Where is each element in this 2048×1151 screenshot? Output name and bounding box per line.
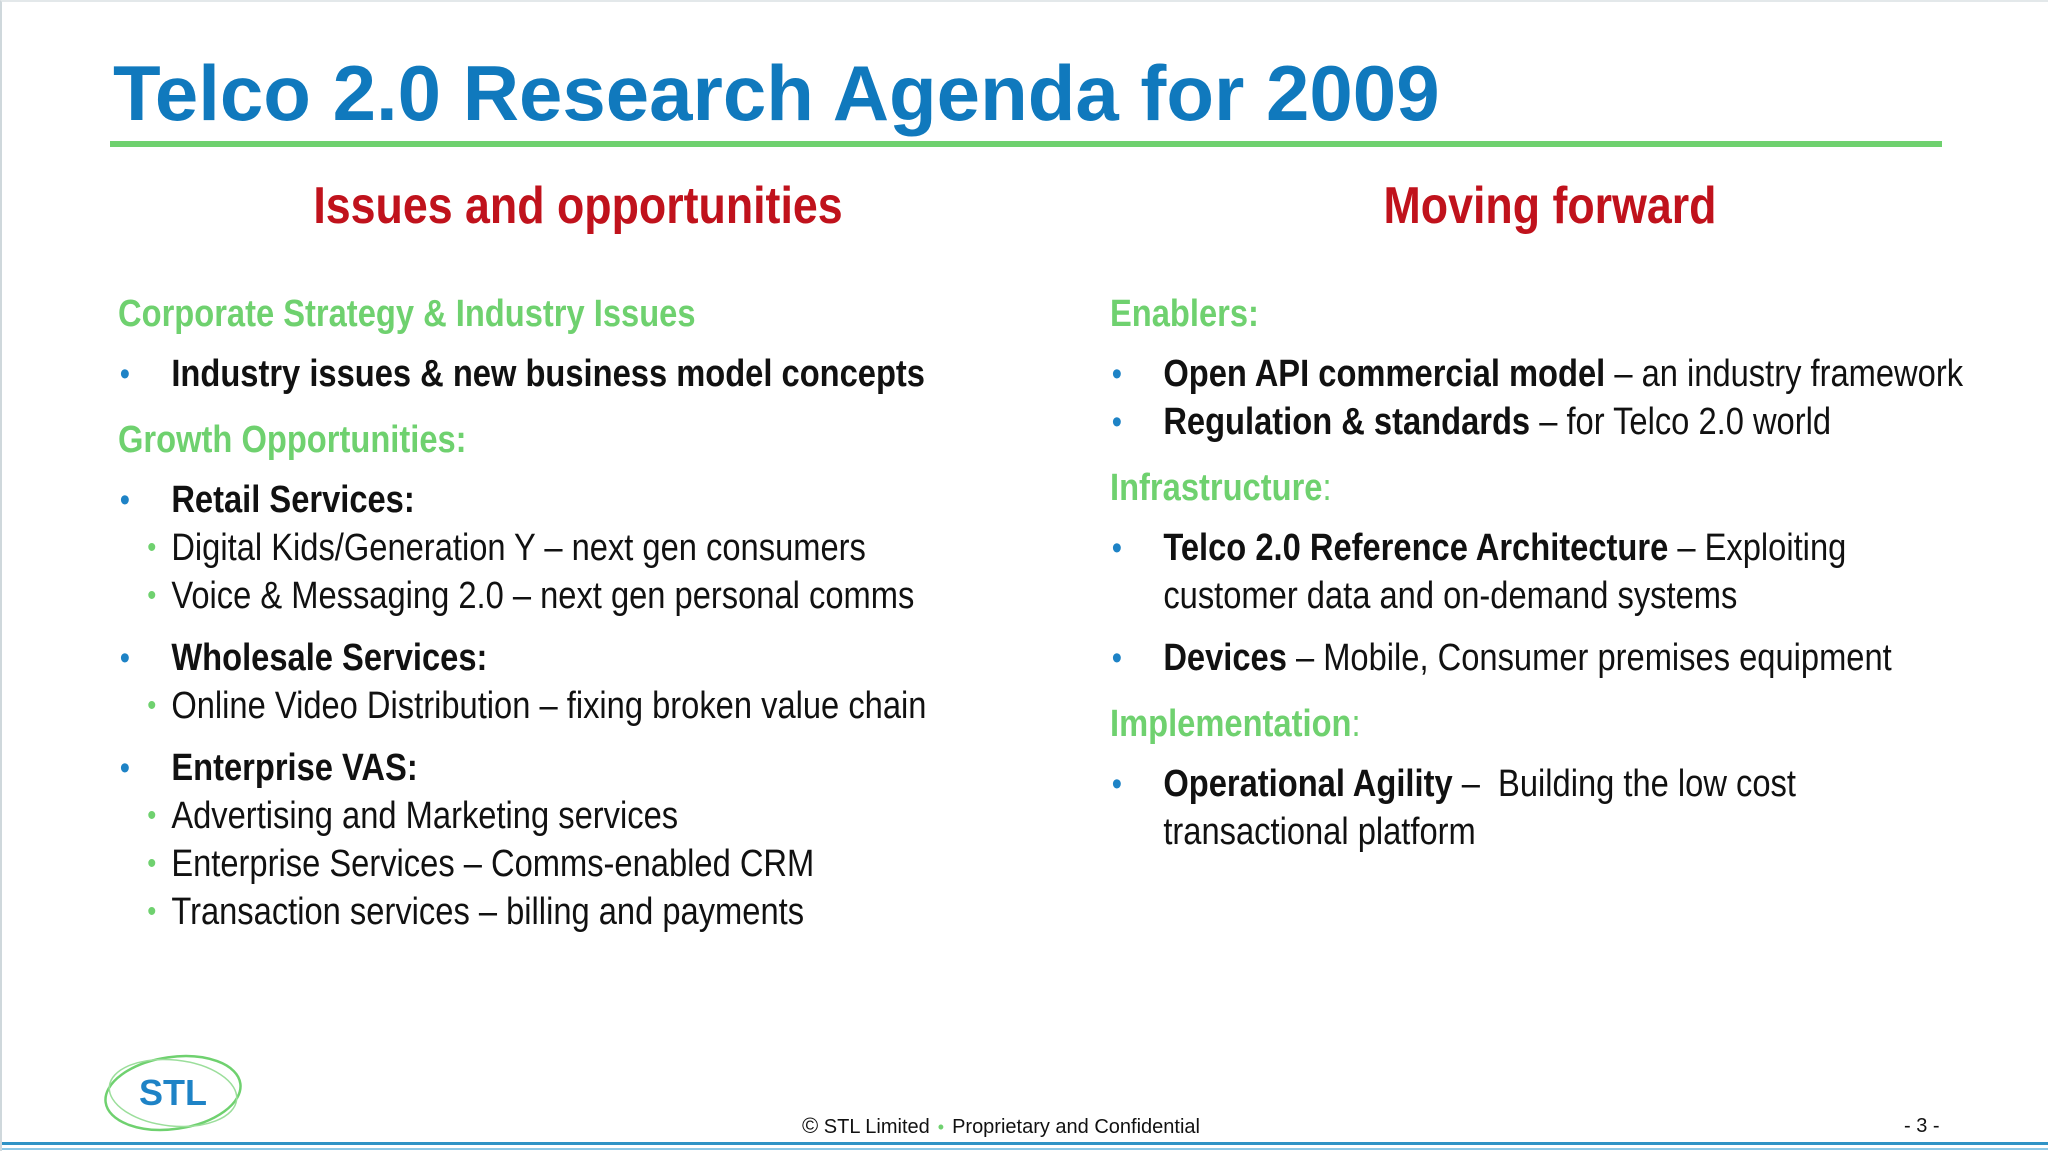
item-title: Regulation & standards [1163,401,1531,443]
stl-logo: STL [104,1054,242,1132]
sub-list-item: • Voice & Messaging 2.0 – next gen perso… [118,572,1076,620]
sub-item-text: Transaction services – billing and payme… [171,891,805,933]
sub-item-text: Voice & Messaging 2.0 – next gen persona… [171,575,915,617]
list-item-continuation: transactional platform [1110,808,2038,856]
copyright-icon: © [802,1113,819,1138]
list-item: • Retail Services: [118,476,1076,524]
sub-item-text: Advertising and Marketing services [171,795,679,837]
sub-bullet-icon: • [147,895,157,928]
logo-ring-inner [108,1058,238,1128]
section-label-growth-opportunities: Growth Opportunities: [118,419,467,461]
left-column: Corporate Strategy & Industry Issues • I… [118,292,1078,936]
bullet-icon: • [119,481,130,519]
sub-bullet-icon: • [147,579,157,612]
item-title: Wholesale Services: [171,637,488,679]
section-label-implementation: Implementation: [1110,702,2038,746]
left-column-heading: Issues and opportunities [313,177,843,235]
sub-list-item: • Digital Kids/Generation Y – next gen c… [118,524,1076,572]
item-title: Operational Agility [1163,763,1453,805]
list-item: • Open API commercial model – an industr… [1110,350,2038,398]
item-text-line2: transactional platform [1163,811,1476,853]
item-title: Telco 2.0 Reference Architecture [1163,527,1669,569]
bullet-icon: • [1111,765,1122,803]
footer-rule-light [2,1148,2048,1150]
footer-confidential: Proprietary and Confidential [952,1116,1200,1138]
item-title: Industry issues & new business model con… [171,353,925,395]
right-column: Enablers: • Open API commercial model – … [1110,292,2040,856]
sub-bullet-icon: • [147,689,157,722]
title-underline [110,141,1942,147]
item-text: – Mobile, Consumer premises equipment [1286,637,1892,679]
bullet-icon: • [119,355,130,393]
sub-item-text: Digital Kids/Generation Y – next gen con… [171,527,866,569]
item-title: Enterprise VAS: [171,747,418,789]
item-text-line2: customer data and on-demand systems [1163,575,1738,617]
list-item: • Telco 2.0 Reference Architecture – Exp… [1110,524,2038,572]
sub-list-item: • Transaction services – billing and pay… [118,888,1076,936]
sub-item-text: Enterprise Services – Comms-enabled CRM [171,843,815,885]
bullet-icon: • [1111,529,1122,567]
item-title: Retail Services: [171,479,415,521]
footer-separator-icon: • [937,1117,945,1137]
list-item: • Wholesale Services: [118,634,1076,682]
logo-ring-outer [104,1054,242,1132]
list-item: • Regulation & standards – for Telco 2.0… [1110,398,2038,446]
bullet-icon: • [1111,403,1122,441]
footer-company: STL Limited [823,1116,930,1138]
section-label-colon: : [1322,467,1332,509]
bullet-icon: • [119,639,130,677]
section-label-enablers: Enablers: [1110,293,1259,335]
item-text: – Building the low cost [1452,763,1796,805]
sub-list-item: • Enterprise Services – Comms-enabled CR… [118,840,1076,888]
section-label-infrastructure: Infrastructure: [1110,466,2038,510]
item-text: – Exploiting [1668,527,1847,569]
sub-item-text: Online Video Distribution – fixing broke… [171,685,927,727]
slide-title: Telco 2.0 Research Agenda for 2009 [113,49,1440,137]
page-number: - 3 - [1904,1115,1940,1137]
item-title: Devices [1163,637,1287,679]
list-item: • Operational Agility – Building the low… [1110,760,2038,808]
right-column-heading: Moving forward [1383,177,1717,235]
sub-bullet-icon: • [147,847,157,880]
logo-text: STL [139,1072,207,1113]
sub-list-item: • Advertising and Marketing services [118,792,1076,840]
item-text: – an industry framework [1605,353,1964,395]
section-label-corporate-strategy: Corporate Strategy & Industry Issues [118,293,696,335]
footer-rule [2,1142,2048,1145]
bullet-icon: • [1111,355,1122,393]
list-item: • Devices – Mobile, Consumer premises eq… [1110,634,2038,682]
sub-bullet-icon: • [147,799,157,832]
list-item: • Enterprise VAS: [118,744,1076,792]
section-label-colon: : [1351,703,1361,745]
sub-bullet-icon: • [147,531,157,564]
section-label-text: Implementation [1110,703,1352,745]
section-label-text: Infrastructure [1110,467,1323,509]
footer-text: © STL Limited • Proprietary and Confidenti… [802,1113,1200,1139]
bullet-icon: • [1111,639,1122,677]
item-title: Open API commercial model [1163,353,1606,395]
list-item: • Industry issues & new business model c… [118,350,1076,398]
bullet-icon: • [119,749,130,787]
sub-list-item: • Online Video Distribution – fixing bro… [118,682,1076,730]
list-item-continuation: customer data and on-demand systems [1110,572,2038,620]
item-text: – for Telco 2.0 world [1530,401,1832,443]
